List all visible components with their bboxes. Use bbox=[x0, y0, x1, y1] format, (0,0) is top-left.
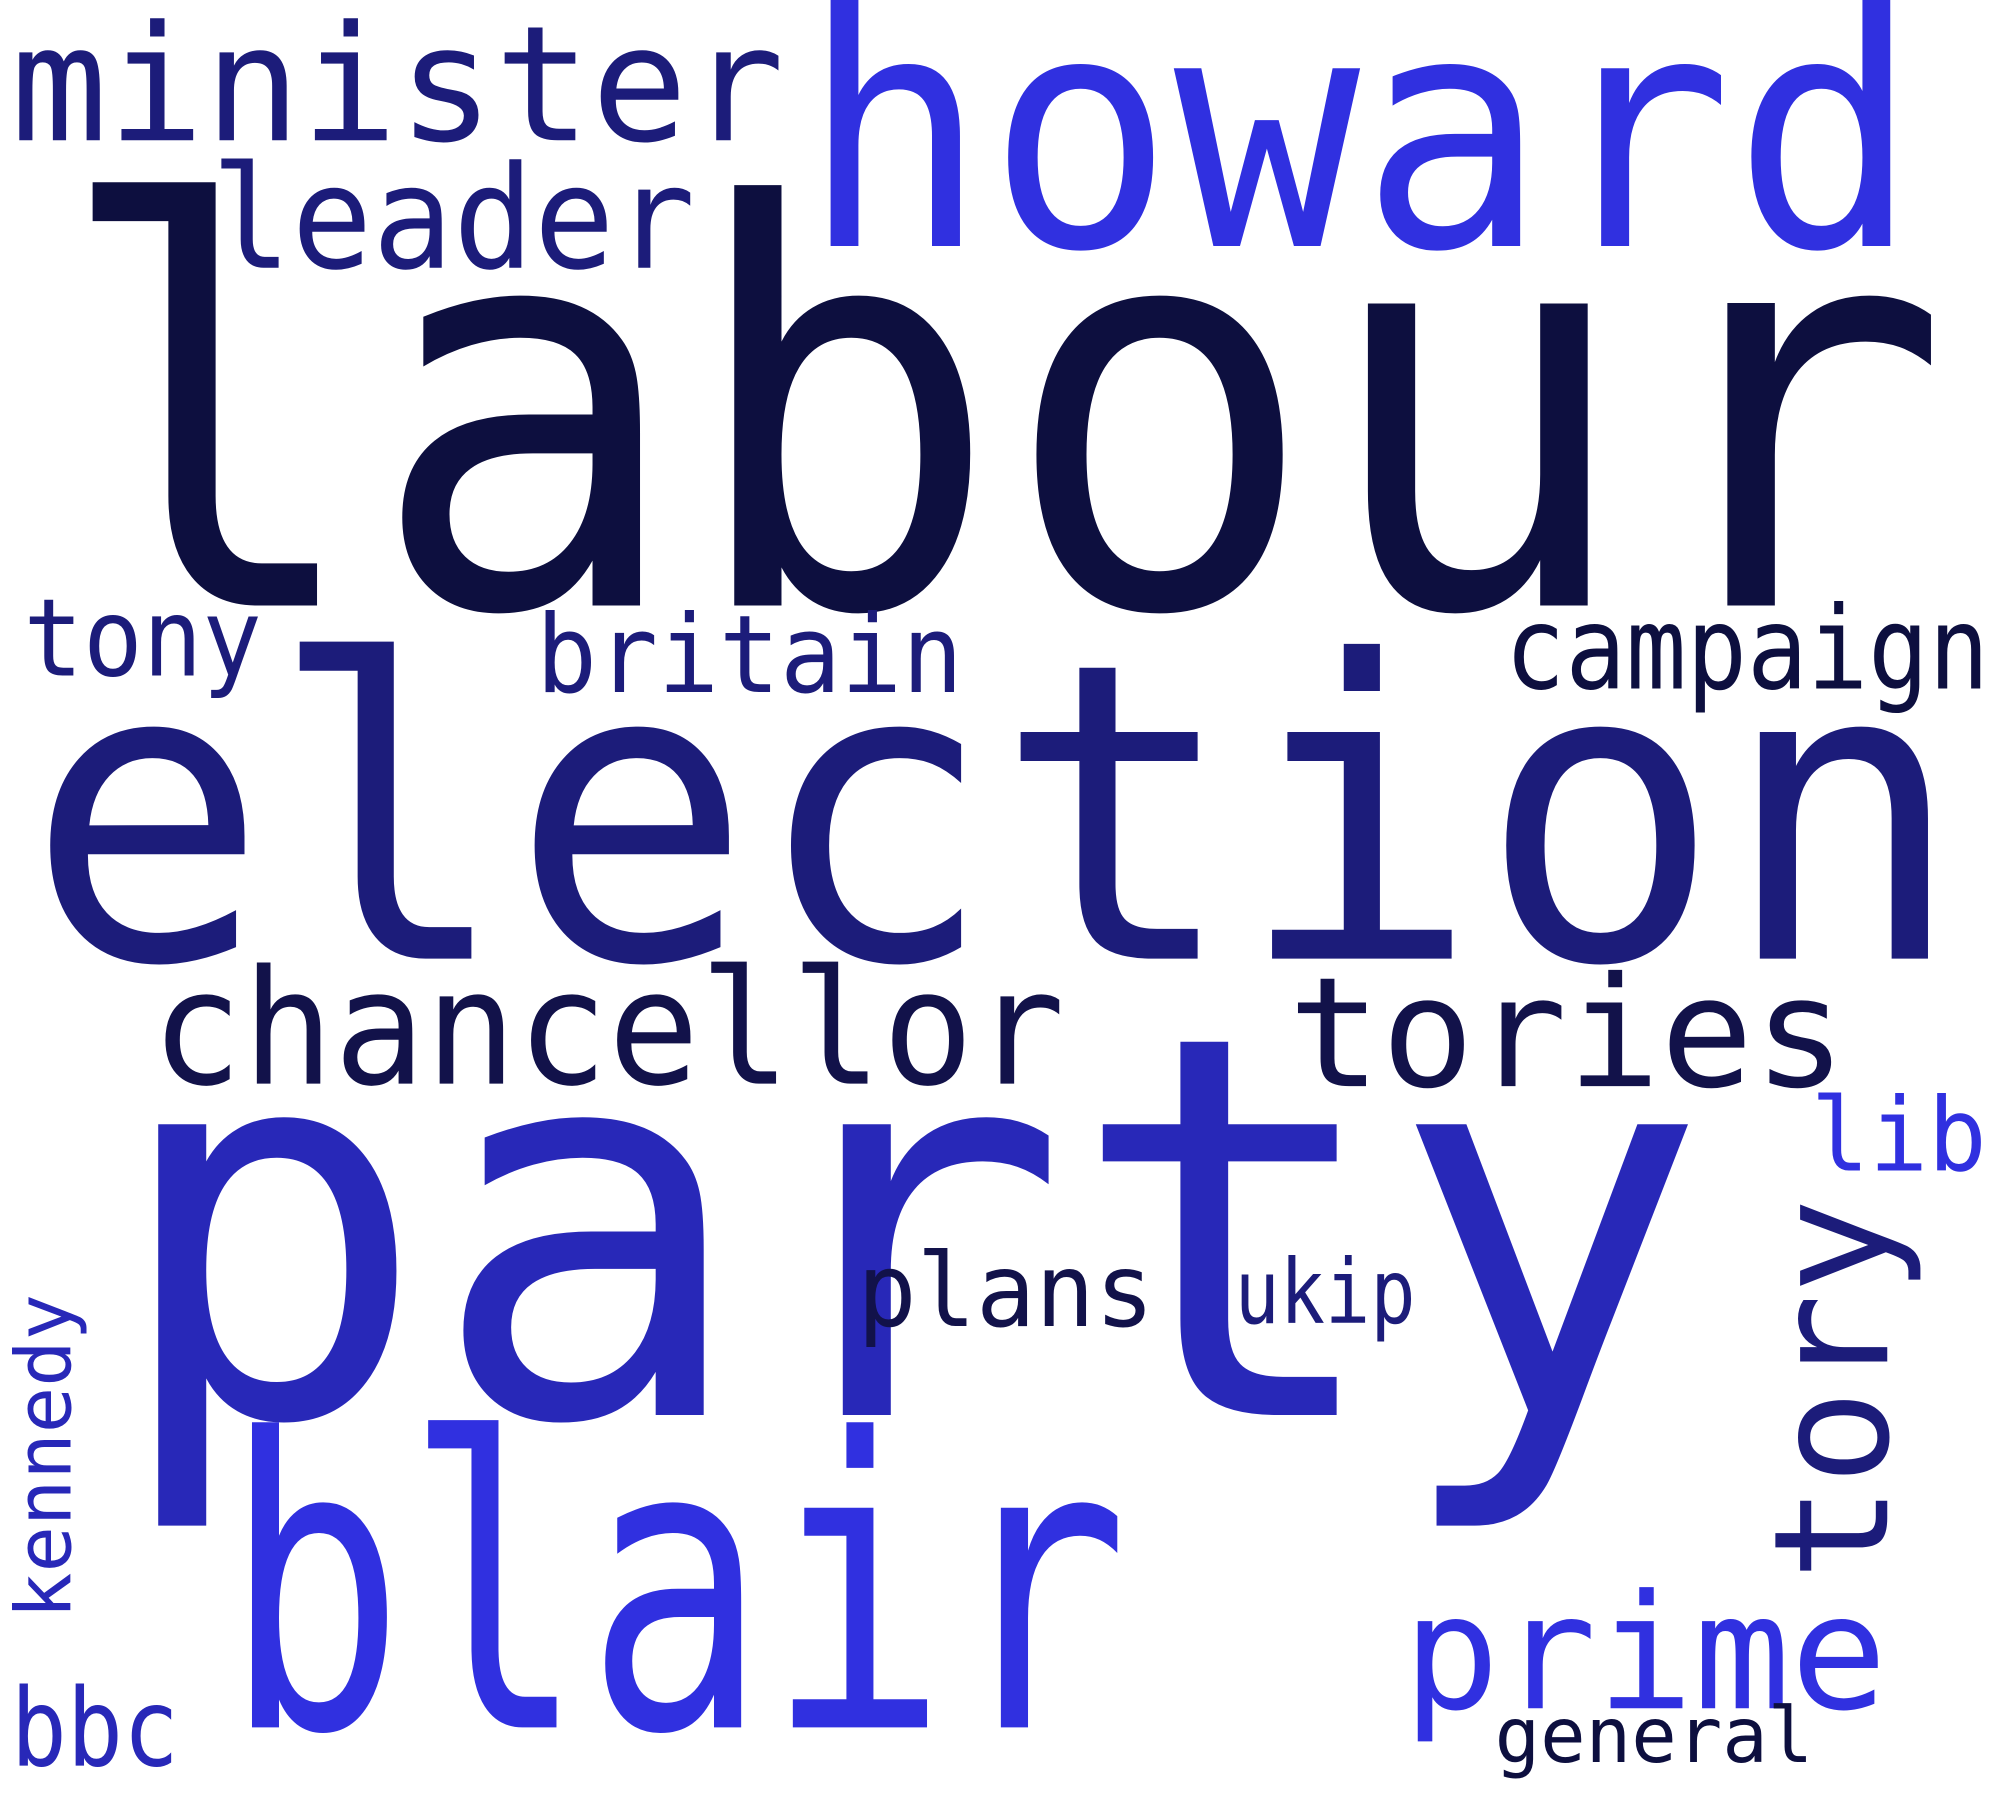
word: campaign bbox=[1505, 583, 1989, 716]
word: party bbox=[109, 923, 1709, 1541]
word: prime bbox=[1403, 1560, 1887, 1746]
word: chancellor bbox=[151, 936, 1065, 1122]
word: kennedy bbox=[1, 1294, 90, 1619]
word: bbc bbox=[11, 1665, 179, 1792]
word: tories bbox=[1288, 945, 1846, 1123]
word: lib bbox=[1811, 1076, 1987, 1195]
word: tony bbox=[24, 575, 262, 702]
word: blair bbox=[224, 1354, 1129, 1800]
word: election bbox=[26, 574, 1964, 1057]
word: general bbox=[1495, 1692, 1814, 1781]
word: labour bbox=[52, 93, 1951, 737]
word: leader bbox=[211, 135, 695, 302]
word: minister bbox=[11, 0, 785, 178]
word: howard bbox=[801, 0, 1919, 323]
word: plans bbox=[857, 1232, 1154, 1351]
word: tory bbox=[1739, 1198, 1925, 1580]
word: ukip bbox=[1235, 1241, 1416, 1345]
word: britain bbox=[536, 591, 963, 718]
